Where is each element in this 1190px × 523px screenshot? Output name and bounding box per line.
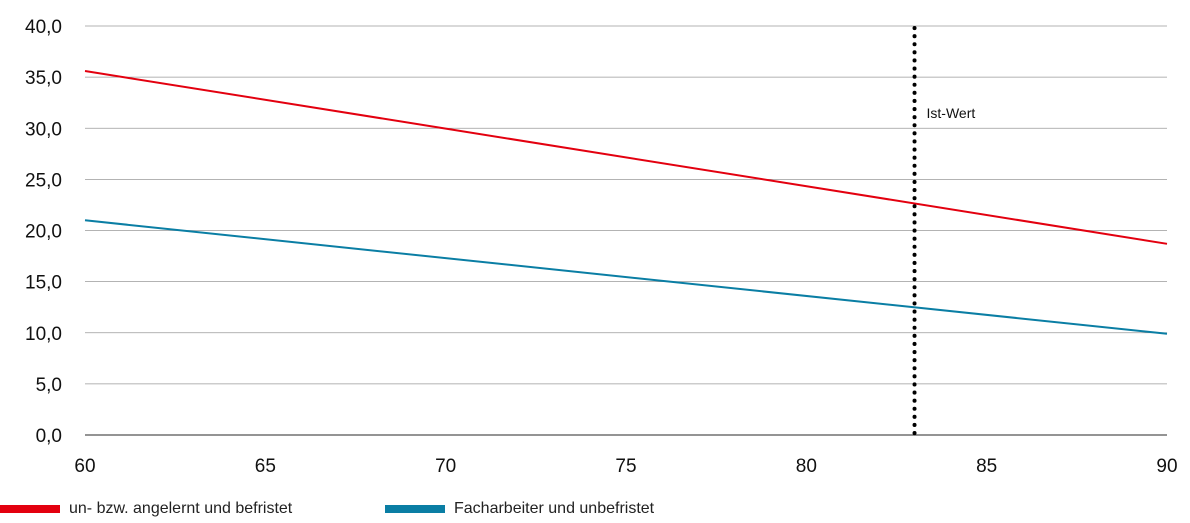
x-tick-label: 60 [74, 456, 95, 477]
y-tick-label: 25,0 [25, 170, 62, 191]
y-tick-label: 15,0 [25, 273, 62, 294]
legend-swatch-series-2 [385, 505, 445, 513]
y-tick-label: 0,0 [36, 426, 62, 447]
y-tick-label: 30,0 [25, 119, 62, 140]
x-tick-label: 90 [1156, 456, 1177, 477]
x-tick-label: 75 [615, 456, 636, 477]
legend-swatch-series-1 [0, 505, 60, 513]
y-tick-label: 35,0 [25, 68, 62, 89]
x-tick-label: 70 [435, 456, 456, 477]
reference-line-label: Ist-Wert [927, 105, 976, 121]
y-tick-label: 40,0 [25, 17, 62, 38]
y-tick-label: 10,0 [25, 324, 62, 345]
series-line-2 [84, 219, 1168, 335]
x-tick-label: 65 [255, 456, 276, 477]
legend-label-series-1: un- bzw. angelernt und befristet [69, 500, 293, 517]
legend-item-series-2: Facharbeiter und unbefristet [385, 500, 654, 518]
series-line-1 [84, 70, 1168, 245]
y-tick-label: 20,0 [25, 222, 62, 243]
x-tick-label: 85 [976, 456, 997, 477]
line-chart: 0,0 5,0 10,0 15,0 20,0 25,0 30,0 35,0 40,0 60 65 70… [25, 17, 1178, 477]
x-tick-label: 80 [796, 456, 817, 477]
y-tick-label: 5,0 [36, 375, 62, 396]
legend-label-series-2: Facharbeiter und unbefristet [454, 500, 655, 517]
legend-item-series-1: un- bzw. angelernt und befristet [0, 500, 292, 518]
